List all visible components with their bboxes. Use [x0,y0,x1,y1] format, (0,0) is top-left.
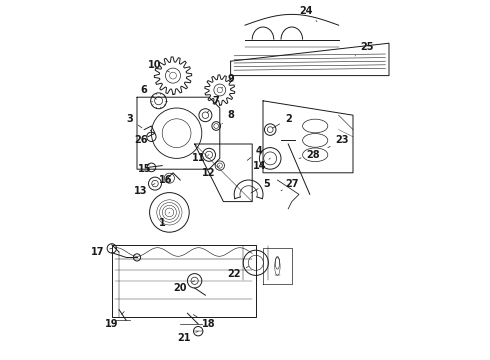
Text: 18: 18 [194,315,216,329]
Text: 25: 25 [355,42,374,56]
Text: 4: 4 [247,146,263,160]
Text: 19: 19 [105,311,124,329]
Text: 5: 5 [251,179,270,193]
Text: 1: 1 [159,212,170,228]
Text: 24: 24 [299,6,317,22]
Text: 7: 7 [207,96,220,113]
Text: 26: 26 [134,130,151,145]
Text: 13: 13 [134,184,155,196]
Text: 28: 28 [299,150,320,160]
Text: 23: 23 [328,135,349,148]
Text: 14: 14 [253,158,270,171]
Text: 11: 11 [192,153,209,163]
Text: 2: 2 [272,114,292,128]
Text: 17: 17 [91,247,112,257]
Text: 22: 22 [227,266,248,279]
Text: 27: 27 [281,179,298,191]
Text: 6: 6 [141,85,156,99]
Text: 16: 16 [159,175,172,185]
Text: 12: 12 [202,166,220,178]
Text: 21: 21 [177,331,198,343]
Text: 9: 9 [222,74,234,88]
Text: 15: 15 [138,164,155,174]
Text: 3: 3 [126,114,142,128]
Text: 10: 10 [148,60,170,72]
Text: 20: 20 [173,281,195,293]
Text: 8: 8 [222,110,234,124]
